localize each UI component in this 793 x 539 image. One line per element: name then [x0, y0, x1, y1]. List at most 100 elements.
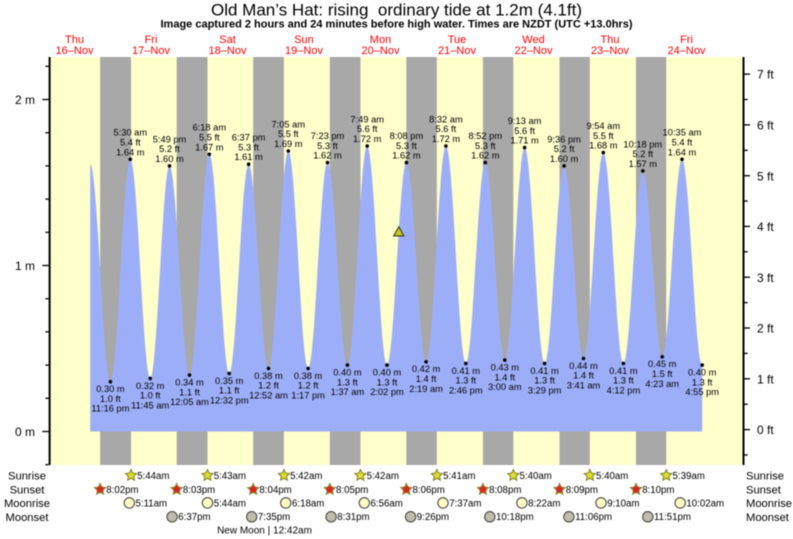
svg-text:8:02pm: 8:02pm [106, 485, 138, 496]
svg-text:Fri: Fri [680, 34, 693, 46]
svg-text:5 ft: 5 ft [757, 169, 774, 183]
svg-text:22–Nov: 22–Nov [515, 45, 553, 57]
svg-text:1.3 ft: 1.3 ft [377, 377, 398, 387]
svg-text:8:04pm: 8:04pm [259, 485, 291, 496]
svg-text:2 ft: 2 ft [757, 322, 774, 336]
svg-text:3:29 pm: 3:29 pm [528, 385, 562, 395]
svg-text:1.3 ft: 1.3 ft [337, 377, 358, 387]
svg-text:5.4 ft: 5.4 ft [120, 138, 141, 148]
svg-text:0.45 m: 0.45 m [648, 359, 677, 369]
svg-text:1.71 m: 1.71 m [510, 136, 539, 146]
svg-text:5.6 ft: 5.6 ft [436, 124, 457, 134]
svg-text:7:37am: 7:37am [449, 498, 481, 509]
svg-text:9:26pm: 9:26pm [417, 512, 449, 523]
svg-text:1 ft: 1 ft [757, 372, 774, 386]
svg-text:9:10am: 9:10am [607, 498, 639, 509]
svg-text:1:17 pm: 1:17 pm [291, 390, 325, 400]
svg-text:5.5 ft: 5.5 ft [593, 131, 614, 141]
svg-text:Mon: Mon [370, 34, 391, 46]
svg-text:5.5 ft: 5.5 ft [199, 133, 220, 143]
svg-text:Tue: Tue [448, 34, 467, 46]
svg-text:Moonrise: Moonrise [746, 498, 792, 510]
svg-text:5.5 ft: 5.5 ft [278, 129, 299, 139]
svg-text:0.41 m: 0.41 m [452, 366, 481, 376]
svg-text:5.2 ft: 5.2 ft [632, 149, 653, 159]
svg-text:5.3 ft: 5.3 ft [238, 142, 259, 152]
svg-text:Sunrise: Sunrise [746, 470, 784, 482]
svg-text:0.41 m: 0.41 m [530, 366, 559, 376]
svg-text:5.3 ft: 5.3 ft [475, 141, 496, 151]
svg-text:3:41 am: 3:41 am [567, 381, 601, 391]
svg-text:0.35 m: 0.35 m [215, 376, 244, 386]
svg-text:New Moon | 12:42am: New Moon | 12:42am [217, 526, 312, 537]
svg-text:3:00 am: 3:00 am [488, 382, 522, 392]
svg-text:0.42 m: 0.42 m [412, 364, 441, 374]
svg-text:Thu: Thu [65, 34, 84, 46]
svg-text:4:12 pm: 4:12 pm [607, 385, 641, 395]
svg-text:12:32 pm: 12:32 pm [210, 395, 249, 405]
svg-text:1.0 ft: 1.0 ft [140, 391, 161, 401]
svg-text:Sunset: Sunset [10, 484, 46, 496]
svg-text:2 m: 2 m [15, 93, 35, 107]
svg-text:1.64 m: 1.64 m [668, 147, 697, 157]
svg-text:19–Nov: 19–Nov [285, 45, 323, 57]
svg-text:5:42am: 5:42am [290, 471, 322, 482]
svg-text:5.6 ft: 5.6 ft [514, 126, 535, 136]
svg-text:5.3 ft: 5.3 ft [396, 141, 417, 151]
svg-text:1.72 m: 1.72 m [353, 134, 382, 144]
svg-text:5:44am: 5:44am [137, 471, 169, 482]
svg-text:1.4 ft: 1.4 ft [573, 371, 594, 381]
svg-text:6:18am: 6:18am [292, 498, 324, 509]
svg-text:10:18pm: 10:18pm [496, 512, 534, 523]
svg-text:8:05pm: 8:05pm [336, 485, 368, 496]
svg-text:Sunset: Sunset [746, 484, 782, 496]
svg-text:4:55 pm: 4:55 pm [685, 387, 719, 397]
svg-text:8:08 pm: 8:08 pm [390, 131, 424, 141]
svg-text:7:23 pm: 7:23 pm [311, 131, 345, 141]
svg-text:4 ft: 4 ft [757, 220, 774, 234]
svg-text:6:37pm: 6:37pm [178, 512, 210, 523]
svg-text:7:49 am: 7:49 am [350, 114, 384, 124]
svg-text:1.4 ft: 1.4 ft [416, 374, 437, 384]
svg-text:Image captured 2 hours and 24: Image captured 2 hours and 24 minutes be… [160, 19, 632, 31]
svg-text:5:44am: 5:44am [214, 498, 246, 509]
svg-text:17–Nov: 17–Nov [132, 45, 170, 57]
svg-text:6 ft: 6 ft [757, 119, 774, 133]
svg-text:1.64 m: 1.64 m [116, 147, 145, 157]
svg-text:1.62 m: 1.62 m [313, 151, 342, 161]
svg-text:1.4 ft: 1.4 ft [494, 372, 515, 382]
svg-text:8:22am: 8:22am [528, 498, 560, 509]
svg-text:5.6 ft: 5.6 ft [357, 124, 378, 134]
svg-text:10:02am: 10:02am [686, 498, 724, 509]
svg-text:18–Nov: 18–Nov [209, 45, 247, 57]
svg-text:0.41 m: 0.41 m [609, 366, 638, 376]
svg-text:2:02 pm: 2:02 pm [370, 387, 404, 397]
svg-text:24–Nov: 24–Nov [668, 45, 706, 57]
svg-text:5:40am: 5:40am [520, 471, 552, 482]
svg-text:Wed: Wed [522, 34, 544, 46]
svg-text:1.3 ft: 1.3 ft [613, 376, 634, 386]
svg-text:11:51pm: 11:51pm [654, 512, 691, 523]
svg-text:1.62 m: 1.62 m [392, 151, 421, 161]
svg-text:5.3 ft: 5.3 ft [317, 141, 338, 151]
svg-text:8:03pm: 8:03pm [183, 485, 215, 496]
svg-text:10:18 pm: 10:18 pm [623, 139, 662, 149]
svg-text:6:37 pm: 6:37 pm [232, 133, 266, 143]
svg-text:5:11am: 5:11am [136, 498, 168, 509]
svg-text:1.72 m: 1.72 m [432, 134, 461, 144]
svg-text:1.1 ft: 1.1 ft [219, 386, 240, 396]
svg-text:5.2 ft: 5.2 ft [159, 144, 180, 154]
svg-text:23–Nov: 23–Nov [591, 45, 629, 57]
svg-text:7:35pm: 7:35pm [258, 512, 290, 523]
svg-text:1.60 m: 1.60 m [155, 154, 184, 164]
svg-text:0.44 m: 0.44 m [569, 361, 598, 371]
svg-text:6:18 am: 6:18 am [193, 123, 227, 133]
svg-text:Thu: Thu [601, 34, 620, 46]
svg-text:1 m: 1 m [15, 259, 35, 273]
svg-text:5:42am: 5:42am [367, 471, 399, 482]
svg-text:9:36 pm: 9:36 pm [547, 134, 581, 144]
svg-text:12:05 am: 12:05 am [170, 397, 209, 407]
svg-text:Sun: Sun [294, 34, 314, 46]
svg-text:8:31pm: 8:31pm [337, 512, 369, 523]
svg-text:20–Nov: 20–Nov [362, 45, 400, 57]
